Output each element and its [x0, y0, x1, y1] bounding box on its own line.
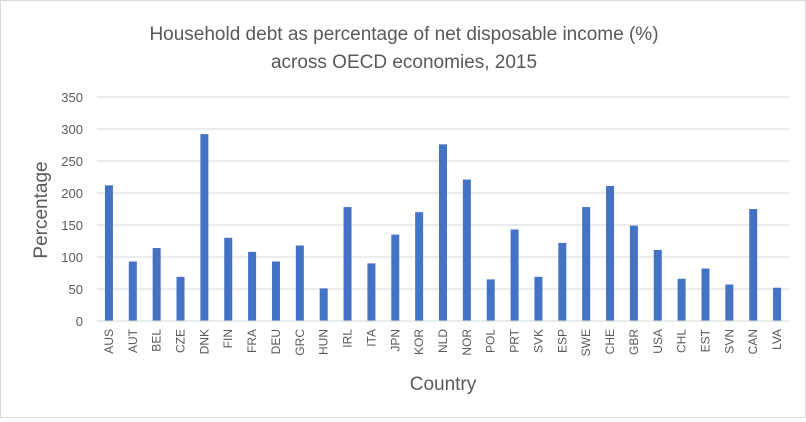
x-tick-label: ITA: [364, 329, 378, 347]
y-tick-label: 300: [61, 122, 83, 137]
y-axis-title: Percentage: [31, 161, 52, 258]
bar-nld: [439, 144, 447, 321]
x-tick-label: CHE: [603, 329, 617, 354]
x-tick-label: CZE: [174, 329, 188, 353]
bar-chl: [677, 278, 686, 321]
x-tick-label: ESP: [555, 329, 569, 353]
x-tick-labels: AUS AUT BEL CZE DNK FIN FRA DEU GRC HUN IRL ITA JPN K…: [102, 328, 784, 356]
bar-bel: [152, 248, 161, 321]
bar-can: [749, 209, 758, 321]
x-tick-label: AUS: [102, 329, 116, 354]
x-tick-label: KOR: [412, 329, 426, 355]
chart-title-line-2: across OECD economies, 2015: [271, 52, 537, 73]
x-tick-label: NOR: [460, 329, 474, 356]
y-tick-label: 100: [61, 250, 83, 265]
y-tick-labels: 0 50 100 150 200 250 300 350: [61, 90, 83, 329]
x-tick-label: DEU: [269, 329, 283, 354]
bar-swe: [582, 207, 591, 321]
x-tick-label: CHL: [675, 329, 689, 353]
chart-title-line-1: Household debt as percentage of net disp…: [149, 24, 658, 45]
bar-est: [701, 268, 710, 321]
y-tick-label: 50: [69, 282, 83, 297]
bar-fin: [224, 237, 233, 321]
x-tick-label: FRA: [245, 329, 259, 353]
y-tick-label: 350: [61, 90, 83, 105]
bar-grc: [295, 245, 304, 321]
x-tick-label: DNK: [197, 329, 211, 354]
bar-fra: [248, 251, 257, 321]
bar-kor: [415, 212, 424, 321]
bar-deu: [271, 261, 280, 321]
x-tick-label: GRC: [293, 329, 307, 356]
x-tick-label: AUT: [126, 328, 140, 353]
x-tick-label: GBR: [627, 329, 641, 355]
bar-jpn: [391, 234, 400, 321]
x-tick-label: JPN: [388, 329, 402, 352]
y-tick-label: 250: [61, 154, 83, 169]
bar-pol: [486, 279, 495, 321]
bar-ita: [367, 263, 376, 321]
x-tick-label: IRL: [341, 329, 355, 348]
x-tick-label: USA: [651, 329, 665, 354]
bar-cze: [176, 276, 185, 321]
x-tick-label: POL: [484, 329, 498, 353]
x-tick-label: SWE: [579, 329, 593, 356]
x-tick-label: CAN: [746, 329, 760, 354]
bar-hun: [319, 288, 328, 321]
x-tick-label: LVA: [770, 329, 784, 350]
bar-svk: [534, 276, 543, 321]
bar-prt: [510, 229, 519, 321]
y-tick-label: 150: [61, 218, 83, 233]
x-tick-label: FIN: [221, 329, 235, 348]
x-tick-label: HUN: [317, 329, 331, 355]
y-tick-label: 200: [61, 186, 83, 201]
y-tick-label: 0: [76, 314, 83, 329]
x-axis-title: Country: [410, 374, 477, 395]
x-tick-label: NLD: [436, 329, 450, 353]
x-tick-label: BEL: [150, 329, 164, 352]
bar-aut: [128, 261, 137, 321]
bar-usa: [653, 249, 662, 321]
x-tick-label: PRT: [508, 328, 522, 352]
bar-esp: [558, 242, 567, 321]
bar-gbr: [629, 225, 638, 321]
x-tick-label: SVN: [722, 329, 736, 354]
bar-nor: [462, 179, 471, 321]
bar-dnk: [200, 134, 209, 321]
bar-svn: [725, 284, 734, 321]
bars: [104, 134, 782, 321]
bar-aus: [104, 185, 113, 321]
bar-che: [606, 185, 615, 321]
x-tick-label: SVK: [531, 329, 545, 353]
bar-irl: [343, 207, 352, 321]
bar-lva: [773, 287, 782, 321]
x-tick-label: EST: [698, 328, 712, 352]
